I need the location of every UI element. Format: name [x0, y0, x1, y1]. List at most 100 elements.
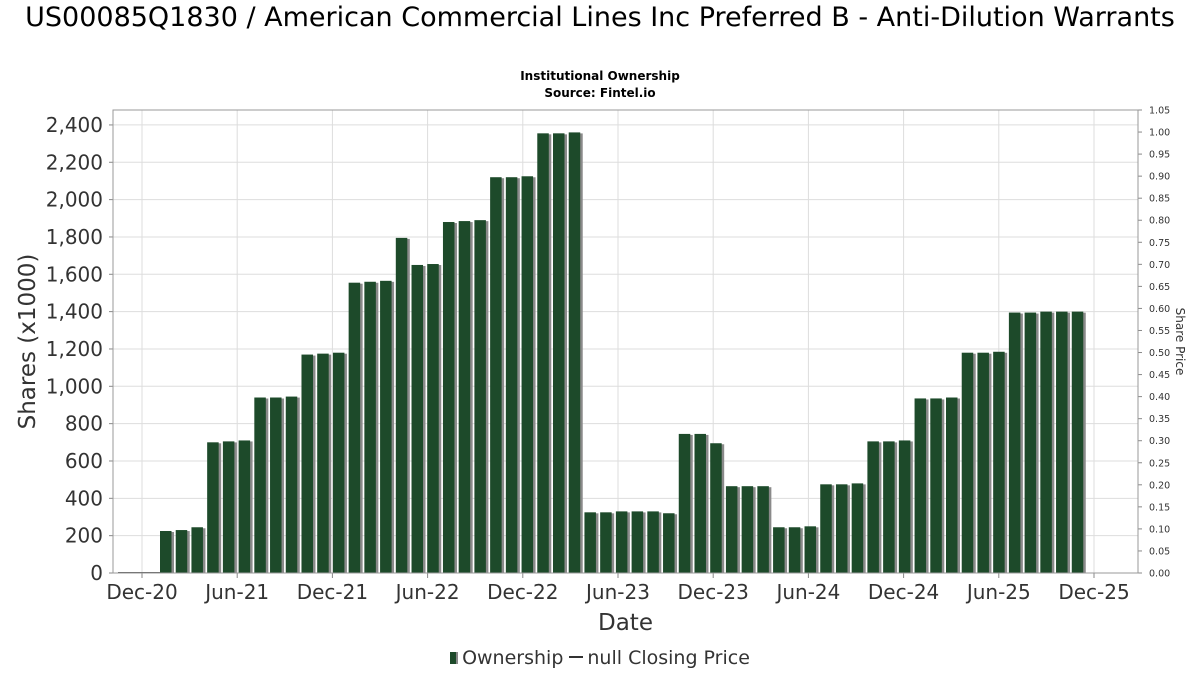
plot-border [112, 109, 1139, 574]
y-tick-label: 0 [90, 561, 103, 585]
x-tick-label: Jun-22 [394, 580, 460, 604]
x-tick-label: Jun-24 [774, 580, 840, 604]
ownership-bar [317, 353, 329, 573]
y-tick-label: 1,800 [46, 225, 103, 249]
y2-tick-label: 0.25 [1149, 458, 1170, 469]
y2-tick-label: 0.55 [1149, 326, 1170, 337]
y2-tick-label: 0.85 [1149, 194, 1170, 205]
ownership-bar [254, 397, 266, 573]
chart-subtitle: Institutional Ownership [520, 69, 680, 83]
ownership-bar [647, 511, 659, 573]
x-tick-label: Jun-25 [965, 580, 1031, 604]
ownership-bar [851, 483, 864, 573]
ownership-bar [458, 221, 471, 574]
x-tick-label: Dec-20 [106, 580, 177, 604]
y2-tick-label: 0.90 [1149, 172, 1170, 183]
chart-title: US00085Q1830 / American Commercial Lines… [25, 2, 1175, 33]
y2-tick-label: 0.95 [1149, 150, 1170, 161]
y2-tick-label: 0.05 [1149, 546, 1170, 557]
y-tick-label: 1,200 [46, 337, 103, 361]
ownership-bar [930, 398, 942, 573]
ownership-bar [348, 282, 361, 573]
y-tick-label: 800 [65, 412, 103, 436]
ownership-bar [1040, 311, 1052, 573]
x-tick-label: Dec-24 [868, 580, 939, 604]
ownership-bar [584, 512, 596, 573]
y2-tick-label: 0.70 [1149, 260, 1170, 271]
ownership-bar [835, 484, 848, 573]
ownership-bar [678, 433, 691, 573]
y2-tick-label: 0.65 [1149, 282, 1170, 293]
ownership-bar [521, 176, 534, 573]
ownership-bar [946, 397, 958, 573]
x-tick-label: Dec-23 [678, 580, 749, 604]
y-axis-title: Shares (x1000) [15, 254, 41, 430]
y2-tick-label: 0.40 [1149, 392, 1170, 403]
ownership-bar [725, 486, 738, 573]
ownership-bar [191, 527, 203, 573]
ownership-bar [238, 440, 251, 573]
y-tick-label: 600 [65, 449, 103, 473]
ownership-bar [537, 133, 549, 573]
ownership-bar [914, 398, 927, 573]
ownership-bar [285, 396, 298, 573]
y-tick-label: 1,000 [46, 374, 103, 398]
x-tick-label: Jun-21 [203, 580, 269, 604]
ownership-bar [788, 527, 801, 573]
y2-tick-label: 1.05 [1149, 106, 1170, 117]
ownership-bar [442, 222, 455, 574]
y-tick-label: 2,200 [46, 150, 103, 174]
y-tick-label: 200 [65, 524, 103, 548]
ownership-bar [1024, 312, 1037, 573]
ownership-bar [663, 513, 675, 573]
ownership-bar [222, 441, 235, 573]
ownership-legend-label: Ownership [462, 647, 564, 669]
ownership-bar [490, 177, 502, 574]
y2-tick-label: 0.20 [1149, 480, 1170, 491]
y-tick-label: 400 [65, 486, 103, 510]
ownership-bar [961, 352, 974, 573]
ownership-bar [1071, 311, 1084, 573]
ownership-bar [804, 526, 817, 573]
y-tick-label: 1,600 [46, 262, 103, 286]
ownership-bar [993, 351, 1005, 573]
y2-tick-label: 0.50 [1149, 348, 1170, 359]
ownership-bar [773, 527, 785, 573]
ownership-bar [710, 443, 722, 573]
x-axis-title: Date [598, 610, 653, 636]
ownership-chart: 0 200 400 600 800 1,000 1,200 1,400 1,600 1,800 2,… [15, 106, 1187, 637]
ownership-bar [883, 441, 895, 573]
ownership-bar [631, 511, 644, 573]
ownership-bar [757, 486, 769, 573]
ownership-bar [694, 433, 706, 573]
ownership-bar [427, 264, 439, 573]
ownership-bar [301, 354, 313, 573]
y2-tick-label: 0.35 [1149, 414, 1170, 425]
ownership-bar [1008, 312, 1021, 573]
x-tick-label: Dec-25 [1058, 580, 1129, 604]
y-tick-label: 2,000 [46, 188, 103, 212]
y-tick-label: 2,400 [46, 113, 103, 137]
ownership-bar [364, 281, 376, 573]
closing-price-legend-label: null Closing Price [587, 647, 750, 669]
ownership-bar [615, 511, 628, 573]
ownership-bar [553, 133, 565, 573]
y2-tick-label: 0.80 [1149, 216, 1170, 227]
ownership-bar [270, 397, 282, 573]
y2-tick-label: 0.15 [1149, 502, 1170, 513]
x-tick-label: Dec-22 [487, 580, 558, 604]
ownership-bar [474, 220, 486, 573]
ownership-bar [505, 177, 518, 574]
ownership-bar [741, 486, 754, 573]
y2-tick-label: 0.60 [1149, 304, 1170, 315]
ownership-bar [977, 352, 989, 573]
ownership-bar [1056, 311, 1068, 573]
ownership-bar [332, 352, 345, 573]
y-tick-label: 1,400 [46, 300, 103, 324]
y2-axis-title: Share Price [1173, 308, 1187, 376]
ownership-bar [175, 530, 188, 573]
chart-source: Source: Fintel.io [544, 86, 656, 100]
ownership-bar [600, 512, 612, 573]
ownership-bar [160, 530, 172, 573]
y2-tick-label: 0.00 [1149, 569, 1170, 580]
